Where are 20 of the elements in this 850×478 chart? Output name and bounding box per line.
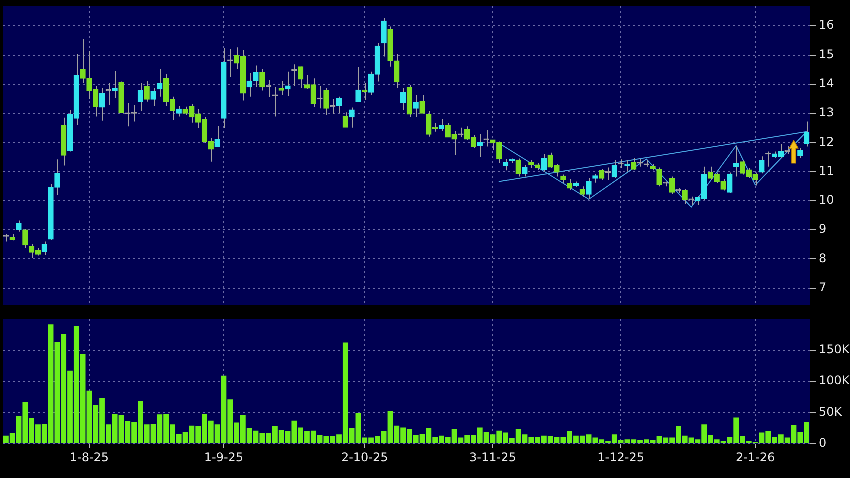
y-tick-label: 12 — [819, 134, 834, 149]
y-tick-label: 15 — [819, 47, 834, 62]
y-tick-label: 150K — [819, 342, 850, 356]
y-tick-label: 13 — [819, 106, 834, 120]
y-tick-label: 50K — [819, 404, 844, 419]
y-tick-label: 100K — [819, 374, 850, 388]
y-tick-label: 8 — [819, 251, 827, 266]
y-tick-label: 10 — [819, 193, 834, 208]
x-tick-label: 2-1-26 — [736, 450, 776, 464]
y-tick-label: 16 — [819, 18, 834, 32]
y-tick-label: 11 — [819, 164, 834, 178]
x-tick-label: 1-8-25 — [70, 450, 110, 464]
x-tick-label: 1-9-25 — [204, 450, 244, 464]
x-tick-label: 3-11-25 — [470, 450, 516, 464]
y-tick-label: 0 — [819, 436, 827, 450]
y-tick-label: 14 — [819, 76, 834, 91]
x-tick-label: 2-10-25 — [341, 450, 388, 464]
x-tick-label: 1-12-25 — [598, 450, 644, 464]
y-tick-label: 7 — [819, 280, 827, 295]
y-tick-label: 9 — [819, 222, 827, 236]
